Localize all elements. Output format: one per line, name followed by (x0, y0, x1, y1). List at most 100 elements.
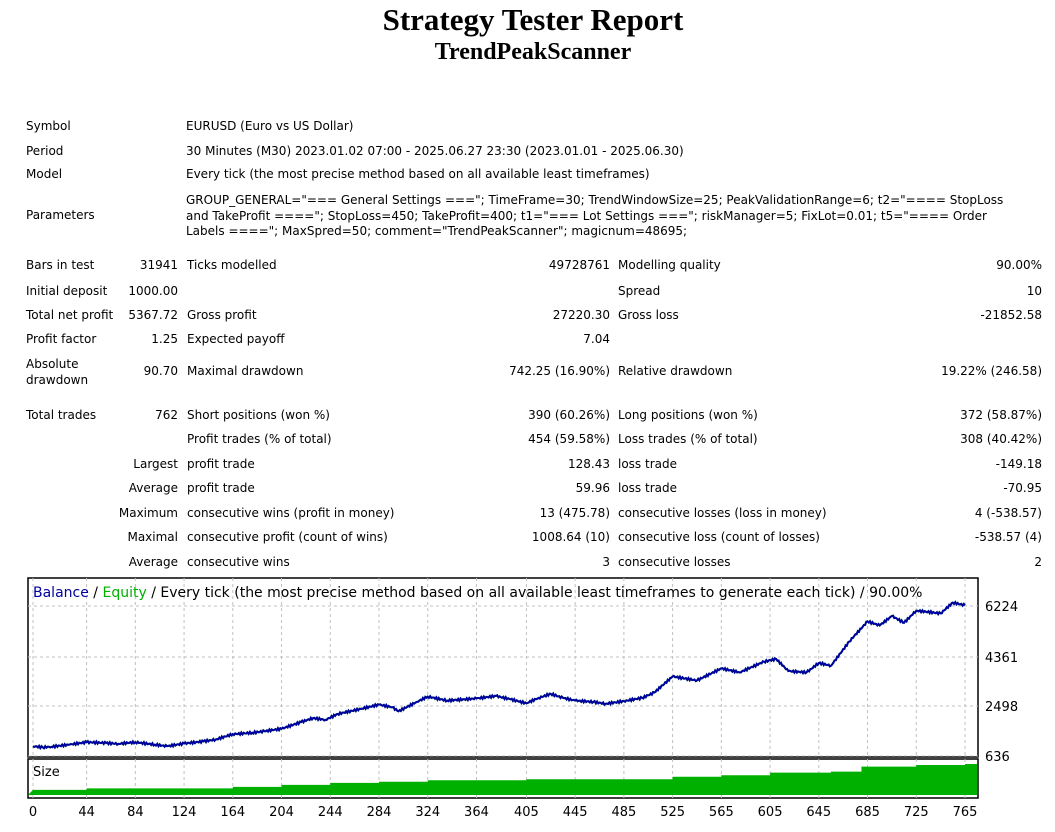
balance-line (32, 600, 966, 751)
stat-value: 762 (155, 408, 178, 422)
stat-value: 742.25 (16.90%) (509, 364, 610, 378)
stat-value: 7.04 (583, 332, 610, 346)
x-tick-label: 84 (127, 805, 144, 820)
x-tick-label: 525 (660, 805, 685, 820)
stat-value: 1.25 (151, 332, 178, 346)
stat-label: Gross profit (187, 308, 257, 322)
stat-value: 454 (59.58%) (528, 432, 610, 446)
stat-value: -21852.58 (980, 308, 1042, 322)
stat-value: 1000.00 (128, 284, 178, 298)
stat-label: Ticks modelled (187, 258, 277, 272)
x-tick-label: 405 (514, 805, 539, 820)
stat-label: Total trades (26, 408, 97, 422)
stat-label: Total net profit (26, 308, 114, 322)
stat-value: 13 (475.78) (539, 506, 610, 520)
period-label: Period (26, 144, 64, 158)
y-tick-label: 2498 (985, 700, 1018, 715)
x-tick-label: 0 (29, 805, 37, 820)
stat-label: Profit factor (26, 332, 97, 346)
stat-value: 4 (-538.57) (974, 506, 1042, 520)
stat-label: Long positions (won %) (618, 408, 758, 422)
stat-label: consecutive loss (count of losses) (618, 530, 820, 544)
stat-label: Absolute drawdown (26, 357, 89, 387)
stat-value: -149.18 (995, 457, 1042, 471)
balance-chart: 0 44 84 124 164 204 244 284 324 364 405 445 485 525 56… (27, 577, 1018, 820)
stat-value: -70.95 (1003, 481, 1042, 495)
stat-label: Loss trades (% of total) (618, 432, 758, 446)
plot-area (27, 577, 979, 758)
stat-value: 27220.30 (552, 308, 610, 322)
stat-label: Short positions (won %) (187, 408, 330, 422)
x-tick-label: 725 (904, 805, 929, 820)
stat-value: 308 (40.42%) (960, 432, 1042, 446)
stat-label: consecutive profit (count of wins) (187, 530, 388, 544)
chart-legend: Balance / Equity / Every tick (the most … (33, 585, 922, 601)
stat-value: 10 (1026, 284, 1042, 298)
legend-separator: / (89, 585, 103, 601)
stat-label: profit trade (187, 481, 255, 495)
stat-label: loss trade (618, 457, 677, 471)
parameters-value: GROUP_GENERAL="=== General Settings ==="… (186, 193, 1004, 238)
symbol-label: Symbol (26, 119, 71, 133)
stat-value: 90.70 (143, 364, 178, 378)
x-tick-label: 605 (758, 805, 783, 820)
x-tick-label: 645 (806, 805, 831, 820)
stat-label: consecutive losses (618, 555, 731, 569)
y-tick-label: 636 (985, 750, 1010, 765)
x-tick-label: 324 (415, 805, 440, 820)
legend-equity: Equity (102, 585, 146, 601)
stat-value: 19.22% (246.58) (941, 364, 1042, 378)
x-tick-label: 485 (611, 805, 636, 820)
x-tick-label: 565 (709, 805, 734, 820)
stat-label: Modelling quality (618, 258, 721, 272)
x-tick-label: 284 (367, 805, 392, 820)
strategy-name: TrendPeakScanner (434, 39, 632, 65)
symbol-value: EURUSD (Euro vs US Dollar) (186, 119, 354, 133)
stat-value: 5367.72 (128, 308, 178, 322)
stat-label: Bars in test (26, 258, 95, 272)
stat-label: Maximal drawdown (187, 364, 304, 378)
stat-value: 390 (60.26%) (528, 408, 610, 422)
stat-value: 128.43 (568, 457, 610, 471)
stat-label: Relative drawdown (618, 364, 733, 378)
stat-value: 49728761 (548, 258, 610, 272)
x-tick-label: 685 (855, 805, 880, 820)
stat-label: Maximum (118, 506, 178, 520)
stat-label: consecutive losses (loss in money) (618, 506, 827, 520)
stat-label: Initial deposit (26, 284, 108, 298)
stat-label: Spread (618, 284, 661, 298)
stat-value: 59.96 (575, 481, 610, 495)
stat-label: consecutive wins (187, 555, 290, 569)
model-value: Every tick (the most precise method base… (186, 167, 650, 181)
stat-label: loss trade (618, 481, 677, 495)
x-tick-label: 445 (563, 805, 588, 820)
stat-value: 3 (602, 555, 610, 569)
stat-label: Expected payoff (187, 332, 285, 346)
stat-label: profit trade (187, 457, 255, 471)
stat-value: 90.00% (996, 258, 1042, 272)
stat-label: Profit trades (% of total) (187, 432, 332, 446)
x-tick-label: 124 (172, 805, 197, 820)
size-label: Size (33, 765, 60, 780)
x-tick-label: 164 (220, 805, 245, 820)
x-tick-label: 44 (78, 805, 95, 820)
report-title: Strategy Tester Report (382, 2, 684, 37)
y-tick-label: 6224 (985, 600, 1018, 615)
x-tick-label: 765 (953, 805, 978, 820)
x-tick-label: 244 (318, 805, 343, 820)
stat-value: 1008.64 (10) (531, 530, 610, 544)
period-value: 30 Minutes (M30) 2023.01.02 07:00 - 2025… (186, 144, 684, 158)
stat-label: Largest (133, 457, 178, 471)
stat-label: consecutive wins (profit in money) (187, 506, 395, 520)
size-area (28, 764, 977, 795)
x-tick-label: 364 (464, 805, 489, 820)
stat-label: Average (128, 555, 178, 569)
legend-description: / Every tick (the most precise method ba… (147, 585, 923, 601)
stat-value: 2 (1034, 555, 1042, 569)
model-label: Model (26, 167, 63, 181)
y-tick-label: 4361 (985, 651, 1018, 666)
legend-balance: Balance (33, 585, 89, 601)
stat-label: Average (128, 481, 178, 495)
parameters-label: Parameters (26, 208, 95, 222)
stat-value: -538.57 (4) (974, 530, 1042, 544)
